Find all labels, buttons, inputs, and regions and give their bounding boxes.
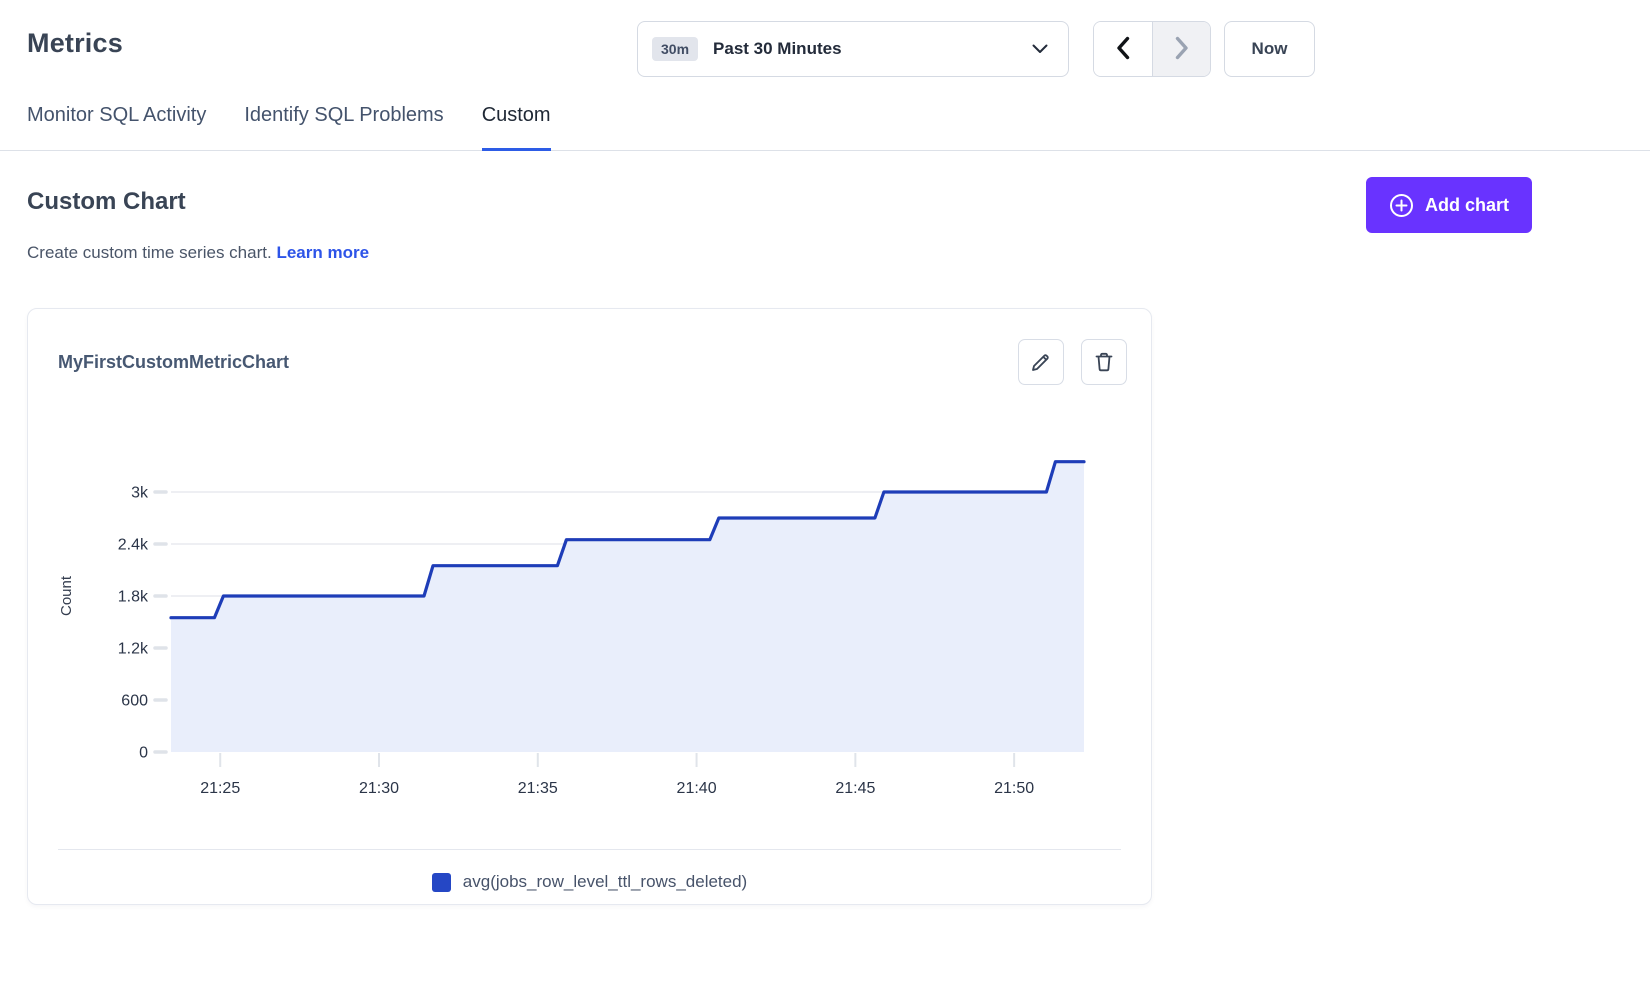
svg-text:Count: Count: [58, 575, 75, 616]
pencil-icon: [1029, 350, 1053, 374]
section-description: Create custom time series chart. Learn m…: [27, 243, 369, 263]
svg-text:3k: 3k: [131, 485, 149, 502]
chevron-right-icon: [1172, 35, 1192, 64]
svg-text:1.8k: 1.8k: [118, 589, 149, 606]
section-description-text: Create custom time series chart.: [27, 243, 272, 262]
time-controls: 30m Past 30 Minutes Now: [637, 21, 1315, 77]
legend-label: avg(jobs_row_level_ttl_rows_deleted): [463, 872, 747, 892]
edit-chart-button[interactable]: [1018, 339, 1064, 385]
chart-actions: [1018, 339, 1127, 385]
svg-text:0: 0: [139, 745, 148, 762]
chart-card-header: MyFirstCustomMetricChart: [58, 339, 1127, 385]
chart-legend: avg(jobs_row_level_ttl_rows_deleted): [28, 867, 1151, 897]
legend-swatch: [432, 873, 451, 892]
chevron-left-icon: [1113, 35, 1133, 64]
chevron-down-icon: [1032, 44, 1048, 54]
svg-text:21:35: 21:35: [518, 780, 558, 797]
svg-text:2.4k: 2.4k: [118, 537, 149, 554]
svg-text:21:40: 21:40: [677, 780, 717, 797]
learn-more-link[interactable]: Learn more: [276, 243, 369, 262]
page-title: Metrics: [27, 28, 123, 59]
delete-chart-button[interactable]: [1081, 339, 1127, 385]
add-chart-button[interactable]: Add chart: [1366, 177, 1532, 233]
svg-text:21:25: 21:25: [200, 780, 240, 797]
svg-text:1.2k: 1.2k: [118, 641, 149, 658]
card-divider: [58, 849, 1121, 850]
time-range-label: Past 30 Minutes: [713, 39, 842, 59]
trash-icon: [1092, 350, 1116, 374]
svg-text:600: 600: [121, 693, 148, 710]
time-forward-button[interactable]: [1152, 22, 1210, 76]
add-chart-label: Add chart: [1425, 195, 1509, 216]
svg-text:21:30: 21:30: [359, 780, 399, 797]
tab-identify-sql-problems[interactable]: Identify SQL Problems: [244, 100, 443, 150]
time-range-badge: 30m: [652, 37, 698, 61]
chart-title: MyFirstCustomMetricChart: [58, 339, 289, 373]
svg-text:21:45: 21:45: [835, 780, 875, 797]
time-nav-group: [1093, 21, 1211, 77]
now-button[interactable]: Now: [1224, 21, 1315, 77]
metrics-tabs: Monitor SQL Activity Identify SQL Proble…: [0, 100, 1650, 151]
section-title: Custom Chart: [27, 188, 186, 216]
plus-circle-icon: [1389, 193, 1414, 218]
custom-chart-card: MyFirstCustomMetricChart: [27, 308, 1152, 905]
tab-monitor-sql-activity[interactable]: Monitor SQL Activity: [27, 100, 206, 150]
time-back-button[interactable]: [1094, 22, 1152, 76]
svg-text:21:50: 21:50: [994, 780, 1034, 797]
tab-custom[interactable]: Custom: [482, 100, 551, 150]
time-range-dropdown[interactable]: 30m Past 30 Minutes: [637, 21, 1069, 77]
